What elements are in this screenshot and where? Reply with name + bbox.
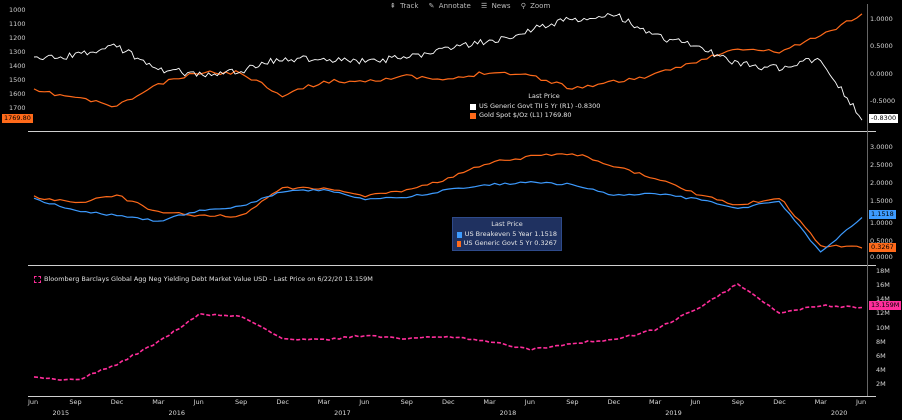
neg-yield-debt-line bbox=[33, 283, 863, 381]
panel1-legend: Last Price US Generic Govt TII 5 Yr (R1)… bbox=[466, 90, 622, 122]
panel1-right-tick: 0.5000 bbox=[870, 42, 893, 50]
panel-divider-3 bbox=[28, 396, 876, 397]
orange-swatch-icon bbox=[470, 112, 476, 119]
x-tick-month: Dec bbox=[773, 398, 786, 406]
blue-swatch-icon bbox=[457, 231, 462, 238]
orange-swatch-icon bbox=[457, 240, 461, 247]
panel1-legend-title: Last Price bbox=[528, 92, 560, 100]
panel2-right-tick: 0.0000 bbox=[870, 253, 893, 261]
panel1-right-tick: 0.0000 bbox=[870, 70, 893, 78]
panel3-right-tick: 6M bbox=[876, 352, 886, 360]
x-tick-month: Jun bbox=[359, 398, 370, 406]
x-tick-month: Sep bbox=[400, 398, 413, 406]
panel1-left-tick: 1500 bbox=[9, 76, 26, 84]
white-swatch-icon bbox=[470, 103, 476, 110]
x-tick-month: Sep bbox=[235, 398, 248, 406]
panel3-right-tick: 8M bbox=[876, 338, 886, 346]
panel2-right-tick: 2.5000 bbox=[870, 161, 893, 169]
x-tick-month: Mar bbox=[814, 398, 827, 406]
panel2-legend-row: US Breakeven 5 Year 1.1518 bbox=[457, 230, 557, 239]
legend-label: US Generic Govt TII 5 Yr (R1) -0.8300 bbox=[479, 102, 601, 110]
news-button[interactable]: ☰ News bbox=[481, 2, 511, 10]
chart-toolbar: ⇞ Track ✎ Annotate ☰ News ⚲ Zoom bbox=[386, 2, 550, 10]
panel-divider-1 bbox=[28, 131, 876, 132]
gold-spot-line bbox=[33, 13, 863, 108]
annotate-button[interactable]: ✎ Annotate bbox=[428, 2, 471, 10]
tii-5yr-line bbox=[33, 12, 863, 121]
legend-label: US Breakeven 5 Year 1.1518 bbox=[464, 230, 557, 238]
govt-5yr-line bbox=[33, 153, 863, 249]
panel2-right-tick: 3.0000 bbox=[870, 143, 893, 151]
x-tick-month: Sep bbox=[69, 398, 82, 406]
legend-label: US Generic Govt 5 Yr 0.3267 bbox=[463, 239, 557, 247]
panel3-right-tick: 2M bbox=[876, 380, 886, 388]
panel1-left-tick: 1200 bbox=[9, 34, 26, 42]
x-tick-month: Mar bbox=[317, 398, 331, 406]
panel-divider-2 bbox=[28, 265, 876, 266]
x-tick-year: 2017 bbox=[334, 409, 351, 417]
x-tick-month: Jun bbox=[28, 398, 39, 406]
panel3-right-tick: 10M bbox=[876, 324, 890, 332]
x-tick-month: Dec bbox=[442, 398, 455, 406]
panel1-left-tick: 1000 bbox=[9, 6, 26, 14]
x-tick-month: Sep bbox=[731, 398, 745, 406]
panel1-left-tick: 1300 bbox=[9, 48, 26, 56]
panel1-legend-row: US Generic Govt TII 5 Yr (R1) -0.8300 bbox=[470, 102, 618, 111]
panel2-legend-title: Last Price bbox=[491, 220, 523, 228]
x-tick-year: 2016 bbox=[168, 409, 186, 417]
panel1-left-tick: 1100 bbox=[9, 20, 26, 28]
panel1-left-tick: 1400 bbox=[9, 62, 26, 70]
x-tick-month: Jun bbox=[690, 398, 701, 406]
x-tick-month: Jun bbox=[524, 398, 535, 406]
panel3-right-tick: 16M bbox=[876, 281, 890, 289]
panel3-right-tick: 14M bbox=[876, 295, 890, 303]
legend-label: Gold Spot $/Oz (L1) 1769.80 bbox=[479, 111, 572, 119]
x-tick-month: Dec bbox=[607, 398, 621, 406]
zoom-button[interactable]: ⚲ Zoom bbox=[520, 2, 551, 10]
panel1-left-tick: 1700 bbox=[9, 104, 26, 112]
panel2-legend: Last Price US Breakeven 5 Year 1.1518 US… bbox=[452, 217, 562, 251]
track-icon: ⇞ bbox=[390, 2, 396, 10]
panel3-right-tick: 18M bbox=[876, 267, 890, 275]
legend-label: Bloomberg Barclays Global Agg Neg Yieldi… bbox=[44, 275, 373, 283]
panel2-legend-row: US Generic Govt 5 Yr 0.3267 bbox=[457, 239, 557, 248]
panel1-right-value: -0.8300 bbox=[869, 114, 899, 123]
panel2-orange-value: 0.3267 bbox=[869, 243, 896, 252]
panel1-right-tick: 1.0000 bbox=[870, 15, 893, 23]
panel1-left-value: 1769.80 bbox=[2, 114, 33, 123]
x-tick-month: Dec bbox=[110, 398, 124, 406]
panel1-left-tick: 1600 bbox=[9, 90, 26, 98]
panel1-right-tick: -0.5000 bbox=[870, 97, 896, 105]
x-tick-month: Mar bbox=[649, 398, 662, 406]
breakeven-5yr-line bbox=[33, 180, 863, 253]
panel2-blue-value: 1.1518 bbox=[869, 210, 896, 219]
panel3-right-tick: 12M bbox=[876, 309, 890, 317]
right-axis-line bbox=[867, 4, 868, 396]
panel3-value: 13.159M bbox=[869, 301, 902, 310]
panel2-right-tick: 1.5000 bbox=[870, 197, 893, 205]
x-tick-year: 2018 bbox=[499, 409, 517, 417]
news-icon: ☰ bbox=[481, 2, 488, 10]
x-tick-month: Sep bbox=[566, 398, 579, 406]
panel2-right-tick: 0.5000 bbox=[870, 237, 893, 245]
x-tick-month: Jun bbox=[193, 398, 204, 406]
panel2-right-tick: 1.0000 bbox=[870, 219, 893, 227]
pink-dashed-swatch-icon bbox=[34, 275, 41, 283]
annotate-icon: ✎ bbox=[428, 2, 435, 10]
x-tick-year: 2019 bbox=[665, 409, 682, 417]
x-tick-year: 2015 bbox=[52, 409, 70, 417]
panel3-legend: Bloomberg Barclays Global Agg Neg Yieldi… bbox=[34, 275, 373, 283]
x-tick-month: Mar bbox=[483, 398, 496, 406]
panel1-legend-row: Gold Spot $/Oz (L1) 1769.80 bbox=[470, 111, 618, 120]
zoom-icon: ⚲ bbox=[520, 2, 526, 10]
x-tick-year: 2020 bbox=[830, 409, 848, 417]
x-tick-month: Mar bbox=[152, 398, 165, 406]
x-tick-month: Jun bbox=[856, 398, 867, 406]
panel3-right-tick: 4M bbox=[876, 366, 886, 374]
panel2-right-tick: 2.0000 bbox=[870, 179, 893, 187]
x-tick-month: Dec bbox=[276, 398, 289, 406]
track-button[interactable]: ⇞ Track bbox=[390, 2, 419, 10]
